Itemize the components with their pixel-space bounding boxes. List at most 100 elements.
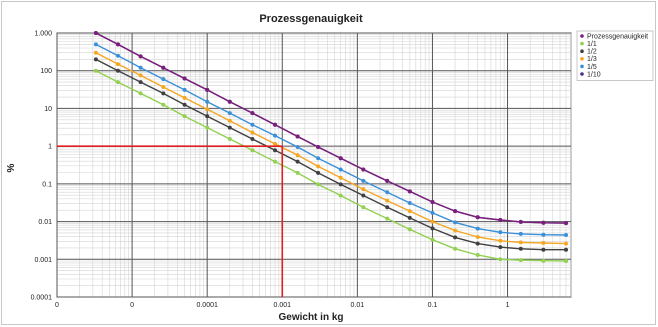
data-point <box>361 193 366 198</box>
data-point <box>475 215 480 220</box>
series-layer <box>93 31 568 263</box>
y-tick-label: 100 <box>40 68 52 75</box>
data-point <box>227 99 232 104</box>
y-axis-title: % <box>6 163 17 172</box>
series-1-3 <box>93 50 568 246</box>
data-point <box>498 245 503 250</box>
data-point <box>564 247 568 252</box>
data-point <box>205 114 210 119</box>
data-point <box>116 80 120 85</box>
y-tick-label: 0.001 <box>34 257 52 264</box>
legend-marker <box>580 34 584 38</box>
data-point <box>475 226 480 231</box>
chart-title: Prozessgenauigkeit <box>259 13 363 25</box>
data-point <box>250 130 255 135</box>
data-point <box>361 205 366 210</box>
x-tick-label: 0.0001 <box>196 302 218 309</box>
data-point <box>541 247 546 252</box>
data-point <box>564 233 568 237</box>
data-point <box>182 76 187 81</box>
data-point <box>250 111 255 116</box>
x-tick-label: 0 <box>130 302 134 309</box>
data-point <box>273 148 277 153</box>
data-point <box>338 182 343 187</box>
data-point <box>385 198 390 203</box>
data-point <box>227 118 232 123</box>
series-1-5 <box>93 42 568 237</box>
data-point <box>541 241 546 245</box>
data-point <box>273 159 277 164</box>
y-tick-label: 10 <box>44 106 52 113</box>
legend-marker <box>580 72 584 76</box>
data-point <box>498 230 503 235</box>
data-point <box>138 80 143 85</box>
data-point <box>361 178 366 183</box>
data-point <box>93 57 98 62</box>
data-point <box>430 226 435 231</box>
data-point <box>273 122 277 127</box>
data-point <box>453 228 458 233</box>
data-point <box>518 219 523 224</box>
series-1-2 <box>93 57 568 252</box>
legend-marker <box>580 57 584 61</box>
legend-marker <box>580 49 584 53</box>
data-point <box>316 145 321 149</box>
data-point <box>182 87 187 92</box>
data-point <box>138 73 143 78</box>
data-point <box>205 125 210 130</box>
data-point <box>316 182 321 187</box>
data-point <box>161 65 166 70</box>
data-point <box>273 133 277 138</box>
data-point <box>93 68 98 73</box>
data-point <box>93 42 98 47</box>
data-point <box>295 170 300 175</box>
data-point <box>295 134 300 139</box>
data-point <box>250 148 255 153</box>
data-point <box>518 258 523 263</box>
data-point <box>316 170 321 175</box>
legend-marker <box>580 41 584 46</box>
data-point <box>227 125 232 130</box>
data-point <box>295 153 300 158</box>
data-point <box>116 62 120 67</box>
x-tick-label: 0 <box>55 302 59 309</box>
data-point <box>430 210 435 215</box>
data-point <box>205 87 210 92</box>
series-line <box>95 43 567 236</box>
series-prozessgenauigkeit <box>93 31 568 226</box>
data-point <box>518 240 523 245</box>
data-point <box>338 167 343 172</box>
data-point <box>316 156 321 161</box>
data-point <box>407 189 412 194</box>
data-point <box>205 107 210 112</box>
series-line <box>95 32 567 224</box>
data-point <box>161 85 166 89</box>
reference-layer <box>57 145 284 297</box>
data-point <box>138 54 143 59</box>
data-point <box>116 42 120 47</box>
data-point <box>116 68 120 73</box>
data-point <box>453 235 458 240</box>
data-point <box>564 259 568 263</box>
data-point <box>205 99 210 104</box>
data-point <box>475 235 480 239</box>
data-point <box>407 201 412 205</box>
data-point <box>407 227 412 232</box>
data-point <box>430 237 435 242</box>
data-point <box>385 178 390 183</box>
series-line <box>95 70 567 262</box>
data-point <box>161 77 166 82</box>
y-tick-label: 1 <box>48 144 52 151</box>
data-point <box>93 31 98 35</box>
legend-label: 1/5 <box>587 64 597 71</box>
data-point <box>161 102 166 107</box>
y-tick-label: 0.01 <box>38 219 52 226</box>
data-point <box>564 221 568 226</box>
data-point <box>138 91 143 96</box>
data-point <box>385 205 390 210</box>
data-point <box>498 218 503 222</box>
data-point <box>385 216 390 221</box>
